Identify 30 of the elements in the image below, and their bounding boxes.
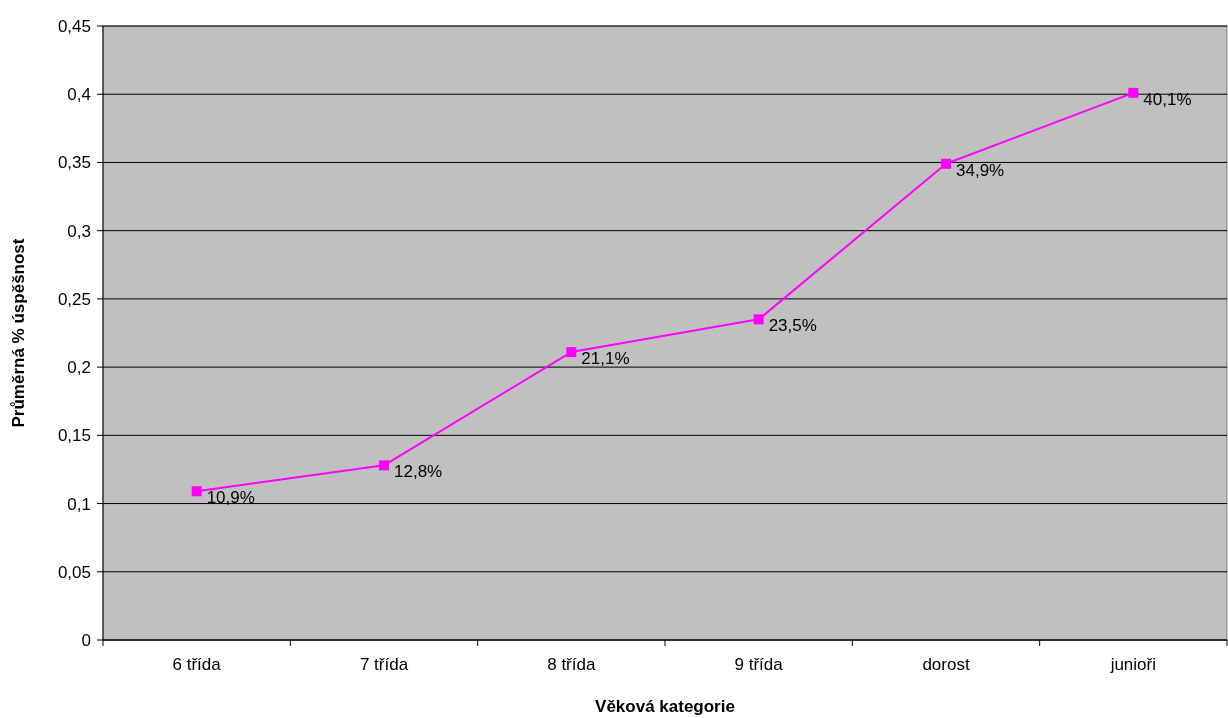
data-label: 40,1% (1143, 89, 1192, 109)
x-axis-title: Věková kategorie (595, 697, 735, 716)
x-tick-label: 7 třída (359, 655, 409, 674)
y-tick-label: 0,15 (57, 426, 91, 446)
y-tick-label: 0,4 (67, 85, 91, 105)
y-tick-label: 0,1 (67, 494, 91, 514)
point (379, 460, 389, 471)
point (941, 158, 951, 169)
data-label: 10,9% (206, 488, 255, 508)
y-tick-label: 0 (81, 630, 91, 650)
y-tick-label: 0,2 (67, 358, 91, 378)
y-tick-label: 0,25 (57, 289, 91, 309)
x-tick-label: junioři (1109, 655, 1157, 674)
data-label: 21,1% (581, 349, 630, 369)
point (191, 486, 202, 497)
x-tick-label: 8 třída (547, 655, 596, 674)
y-tick-label: 0,05 (57, 562, 91, 582)
y-tick-label: 0,35 (57, 153, 91, 173)
y-tick-label: 0,45 (57, 16, 91, 36)
data-label: 23,5% (768, 316, 817, 336)
data-label: 34,9% (956, 160, 1005, 180)
x-tick-label: 9 třída (734, 655, 784, 674)
point (1128, 87, 1139, 98)
y-tick-label: 0,3 (67, 221, 91, 241)
data-label: 12,8% (394, 462, 443, 482)
y-axis-title: Průměrná % úspěšnost (9, 238, 28, 428)
point (753, 314, 764, 325)
x-tick-label: dorost (922, 655, 970, 674)
x-tick-label: 6 třída (172, 655, 222, 674)
point (566, 347, 577, 358)
